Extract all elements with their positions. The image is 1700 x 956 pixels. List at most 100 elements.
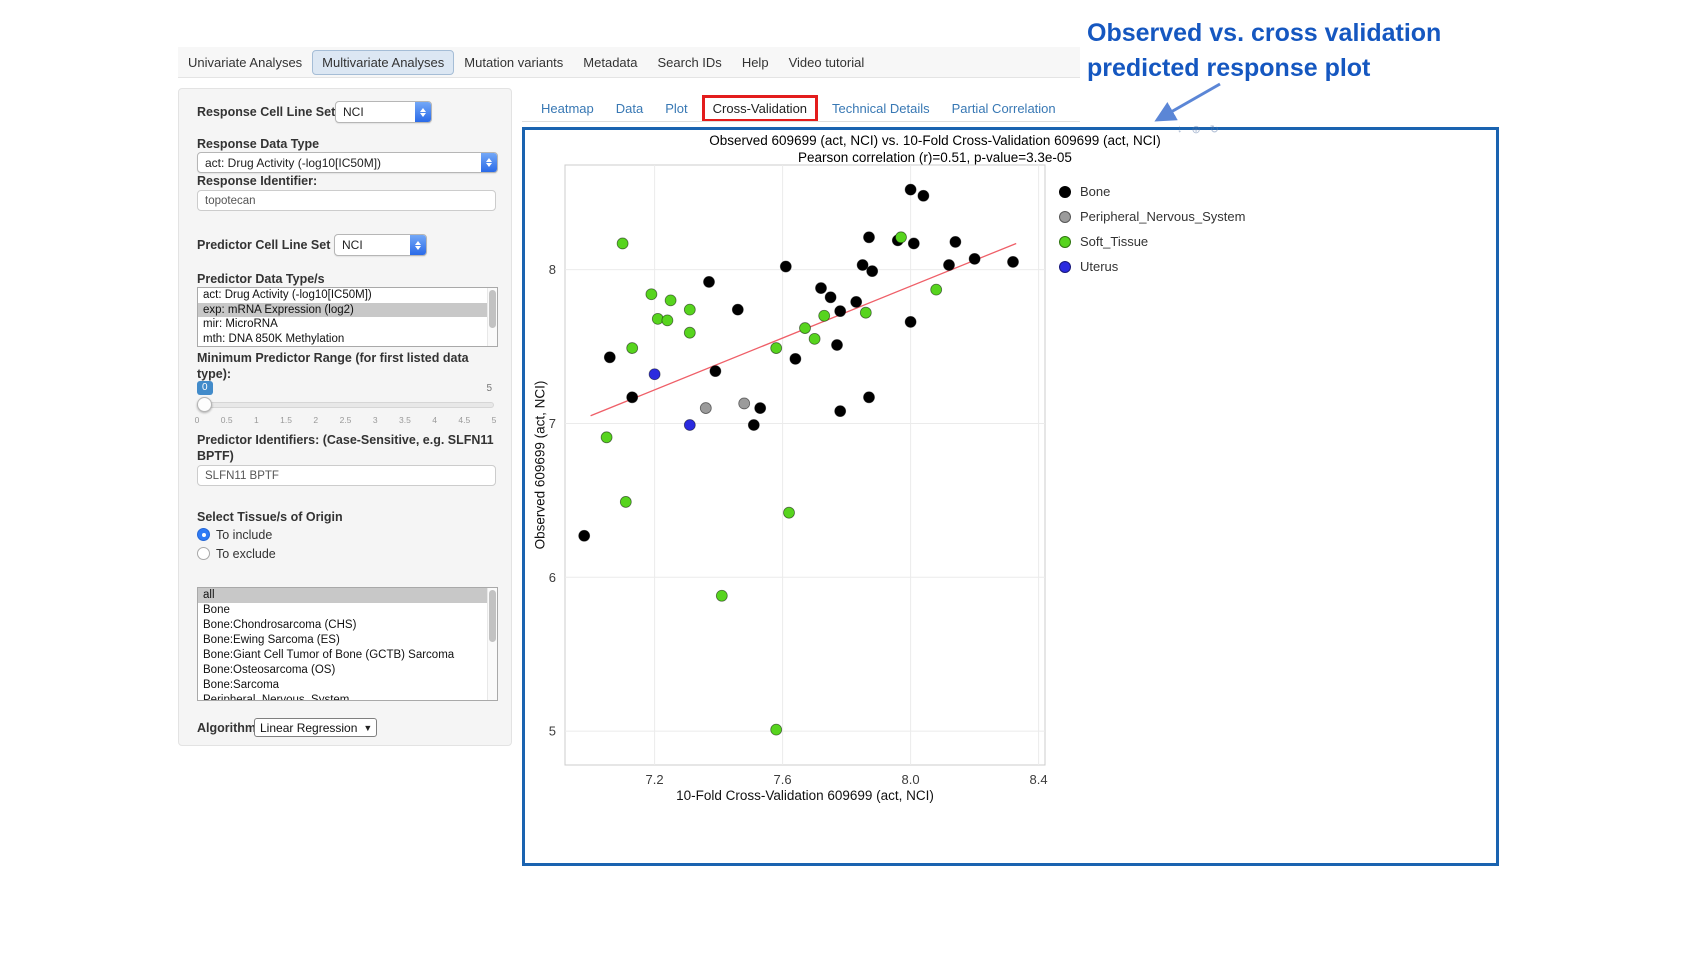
data-point-soft-tissue[interactable] bbox=[770, 342, 783, 354]
predictor-data-type-option-exp-mrna-expression-log2[interactable]: exp: mRNA Expression (log2) bbox=[198, 302, 497, 318]
data-point-bone[interactable] bbox=[866, 265, 879, 278]
scrollbar-track[interactable] bbox=[487, 588, 497, 700]
data-point-bone[interactable] bbox=[904, 183, 917, 196]
tissue-exclude-radio[interactable]: To exclude bbox=[197, 546, 276, 561]
data-point-soft-tissue[interactable] bbox=[799, 322, 811, 334]
data-point-soft-tissue[interactable] bbox=[600, 431, 613, 444]
data-point-soft-tissue[interactable] bbox=[859, 306, 872, 319]
data-point-bone[interactable] bbox=[747, 419, 760, 431]
tissue-option-all[interactable]: all bbox=[198, 588, 497, 603]
scrollbar-thumb[interactable] bbox=[489, 590, 496, 642]
data-point-bone[interactable] bbox=[943, 259, 955, 271]
data-point-bone[interactable] bbox=[731, 303, 744, 316]
slider-track[interactable] bbox=[197, 402, 494, 408]
data-point-soft-tissue[interactable] bbox=[930, 283, 943, 296]
response-data-type-select[interactable]: act: Drug Activity (-log10[IC50M]) bbox=[197, 152, 498, 173]
tissue-option-peripheral-nervous-system[interactable]: Peripheral_Nervous_System bbox=[203, 694, 350, 701]
tissue-option-bone-sarcoma[interactable]: Bone:Sarcoma bbox=[203, 679, 280, 691]
data-point-soft-tissue[interactable] bbox=[616, 237, 629, 250]
data-point-bone[interactable] bbox=[863, 231, 875, 244]
tab-data[interactable]: Data bbox=[615, 100, 644, 116]
data-point-soft-tissue[interactable] bbox=[661, 314, 674, 327]
nav-tab-help[interactable]: Help bbox=[741, 54, 769, 70]
reset-icon[interactable]: ↻ bbox=[1209, 124, 1219, 136]
data-point-bone[interactable] bbox=[850, 296, 863, 308]
legend-item-uterus[interactable]: Uterus bbox=[1059, 259, 1245, 274]
data-point-bone[interactable] bbox=[917, 189, 930, 202]
nav-tab-univariate-analyses[interactable]: Univariate Analyses bbox=[188, 54, 303, 70]
nav-tab-metadata[interactable]: Metadata bbox=[583, 54, 638, 70]
data-point-soft-tissue[interactable] bbox=[808, 332, 821, 345]
scrollbar-track[interactable] bbox=[487, 288, 497, 346]
data-point-soft-tissue[interactable] bbox=[664, 294, 677, 307]
tissue-option-bone-osteosarcoma-os[interactable]: Bone:Osteosarcoma (OS) bbox=[203, 664, 336, 676]
tissue-option-bone-chondrosarcoma-chs[interactable]: Bone:Chondrosarcoma (CHS) bbox=[203, 619, 357, 631]
tissue-include-radio[interactable]: To include bbox=[197, 527, 272, 542]
tab-heatmap[interactable]: Heatmap bbox=[541, 100, 594, 116]
data-point-bone[interactable] bbox=[904, 316, 917, 328]
response-cell-line-set-select[interactable]: NCI bbox=[335, 101, 432, 123]
tab-technical-details[interactable]: Technical Details bbox=[832, 100, 930, 116]
data-point-uterus[interactable] bbox=[683, 419, 696, 431]
data-point-bone[interactable] bbox=[703, 276, 715, 288]
data-point-bone[interactable] bbox=[815, 282, 827, 294]
data-point-bone[interactable] bbox=[863, 391, 875, 404]
legend-item-soft-tissue[interactable]: Soft_Tissue bbox=[1059, 234, 1245, 249]
data-point-soft-tissue[interactable] bbox=[770, 723, 783, 736]
data-point-bone[interactable] bbox=[834, 405, 847, 418]
predictor-identifiers-input[interactable] bbox=[197, 465, 496, 486]
nav-tab-multivariate-analyses[interactable]: Multivariate Analyses bbox=[312, 49, 455, 75]
data-point-soft-tissue[interactable] bbox=[683, 303, 696, 316]
data-point-bone[interactable] bbox=[789, 352, 802, 365]
tissue-option-bone-ewing-sarcoma-es[interactable]: Bone:Ewing Sarcoma (ES) bbox=[203, 634, 340, 646]
legend-item-bone[interactable]: Bone bbox=[1059, 184, 1245, 199]
predictor-data-type-option-mir-microrna[interactable]: mir: MicroRNA bbox=[203, 318, 278, 331]
data-point-bone[interactable] bbox=[856, 259, 869, 271]
predictor-data-type-listbox[interactable]: act: Drug Activity (-log10[IC50M]) exp: m… bbox=[197, 287, 498, 347]
scrollbar-thumb[interactable] bbox=[489, 290, 496, 328]
data-point-bone[interactable] bbox=[831, 339, 843, 351]
tissue-origin-listbox[interactable]: all Bone Bone:Chondrosarcoma (CHS) Bone:Ewi… bbox=[197, 587, 498, 701]
data-point-soft-tissue[interactable] bbox=[715, 589, 728, 602]
tissue-option-bone[interactable]: Bone bbox=[203, 604, 230, 616]
data-point-soft-tissue[interactable] bbox=[645, 288, 658, 301]
tab-cross-validation[interactable]: Cross-Validation bbox=[701, 94, 819, 122]
nav-tab-mutation-variants[interactable]: Mutation variants bbox=[464, 54, 564, 70]
data-point-bone[interactable] bbox=[1007, 256, 1019, 268]
legend-item-peripheral-nervous-system[interactable]: Peripheral_Nervous_System bbox=[1059, 209, 1245, 224]
data-point-bone[interactable] bbox=[626, 391, 639, 404]
data-point-bone[interactable] bbox=[968, 252, 981, 265]
data-point-soft-tissue[interactable] bbox=[783, 506, 795, 519]
data-point-soft-tissue[interactable] bbox=[619, 496, 632, 508]
zoom-icon[interactable]: ⊕ bbox=[1191, 124, 1201, 136]
data-point-soft-tissue[interactable] bbox=[895, 231, 907, 244]
data-point-soft-tissue[interactable] bbox=[683, 326, 696, 339]
data-point-soft-tissue[interactable] bbox=[626, 342, 639, 354]
data-point-soft-tissue[interactable] bbox=[651, 312, 664, 325]
nav-tab-search-ids[interactable]: Search IDs bbox=[657, 54, 722, 70]
data-point-peripheral-nervous-system[interactable] bbox=[738, 397, 751, 410]
data-point-bone[interactable] bbox=[603, 351, 616, 364]
predictor-data-type-option-act-drug-activity-log10-ic50m[interactable]: act: Drug Activity (-log10[IC50M]) bbox=[203, 289, 372, 301]
response-identifier-input[interactable] bbox=[197, 190, 496, 211]
slider-handle[interactable] bbox=[197, 397, 212, 412]
data-point-bone[interactable] bbox=[754, 402, 767, 414]
predictor-cell-line-set-select[interactable]: NCI bbox=[334, 234, 427, 256]
algorithm-select[interactable]: Linear Regression ▼ bbox=[254, 718, 378, 737]
data-point-bone[interactable] bbox=[578, 529, 591, 542]
data-point-soft-tissue[interactable] bbox=[818, 309, 831, 322]
data-point-bone[interactable] bbox=[709, 365, 722, 378]
data-point-bone[interactable] bbox=[779, 260, 792, 273]
data-point-peripheral-nervous-system[interactable] bbox=[699, 402, 712, 414]
data-point-uterus[interactable] bbox=[648, 368, 661, 381]
data-point-bone[interactable] bbox=[834, 305, 847, 318]
data-point-bone[interactable] bbox=[949, 236, 962, 248]
tab-plot[interactable]: Plot bbox=[665, 100, 688, 116]
data-point-bone[interactable] bbox=[907, 237, 920, 250]
tab-partial-correlation[interactable]: Partial Correlation bbox=[951, 100, 1056, 116]
data-point-bone[interactable] bbox=[824, 291, 837, 304]
predictor-data-type-option-mth-dna-850k-methylation[interactable]: mth: DNA 850K Methylation bbox=[203, 332, 345, 345]
tissue-option-bone-giant-cell-tumor-of-bone-gctb-sarcoma[interactable]: Bone:Giant Cell Tumor of Bone (GCTB) Sar… bbox=[203, 649, 455, 661]
download-icon[interactable]: ↓ bbox=[1177, 123, 1183, 135]
nav-tab-video-tutorial[interactable]: Video tutorial bbox=[788, 54, 865, 70]
